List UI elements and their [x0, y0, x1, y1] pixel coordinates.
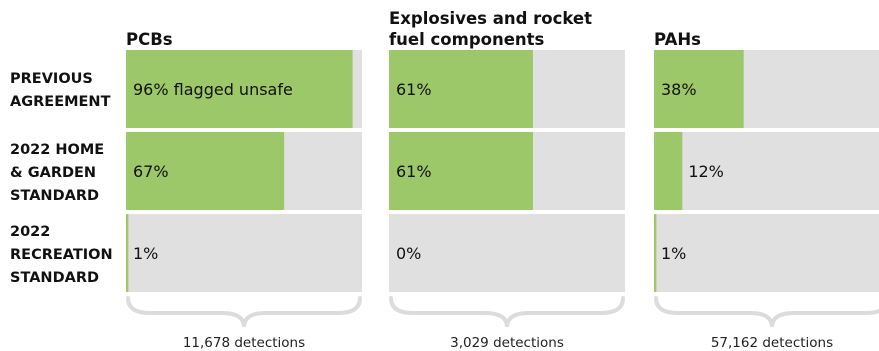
bar	[654, 214, 657, 292]
row-label: STANDARD	[10, 270, 99, 286]
value-label: 61%	[396, 80, 432, 99]
value-label: 1%	[661, 244, 686, 263]
panel-title: Explosives and rocket	[389, 9, 592, 28]
bar-track	[389, 214, 625, 292]
panel-title: fuel components	[389, 30, 545, 49]
row-label: AGREEMENT	[10, 94, 111, 110]
value-label: 61%	[396, 162, 432, 181]
row-label: PREVIOUS	[10, 71, 93, 87]
bar	[654, 50, 744, 128]
bar	[126, 132, 285, 210]
brace	[126, 296, 362, 328]
brace	[654, 296, 879, 328]
bar	[389, 50, 533, 128]
detections-label: 11,678 detections	[183, 335, 305, 351]
bar-track	[126, 214, 362, 292]
brace	[389, 296, 625, 328]
row-label: 2022 HOME	[10, 142, 104, 158]
bar	[654, 132, 683, 210]
value-label: 38%	[661, 80, 697, 99]
panel-title: PCBs	[126, 30, 173, 49]
panel-title: PAHs	[654, 30, 701, 49]
row-label: 2022	[10, 224, 50, 240]
value-label: 0%	[396, 244, 421, 263]
detections-label: 57,162 detections	[711, 335, 833, 351]
row-label: RECREATION	[10, 247, 113, 263]
detections-label: 3,029 detections	[450, 335, 564, 351]
bar	[389, 132, 533, 210]
bar	[126, 214, 129, 292]
bar	[126, 50, 353, 128]
row-label: STANDARD	[10, 188, 99, 204]
value-label: 12%	[688, 162, 724, 181]
value-label: 67%	[133, 162, 169, 181]
value-label: 1%	[133, 244, 158, 263]
bar-track	[654, 214, 879, 292]
value-label: 96% flagged unsafe	[133, 80, 293, 99]
row-label: & GARDEN	[10, 165, 96, 181]
bar-track	[654, 132, 879, 210]
